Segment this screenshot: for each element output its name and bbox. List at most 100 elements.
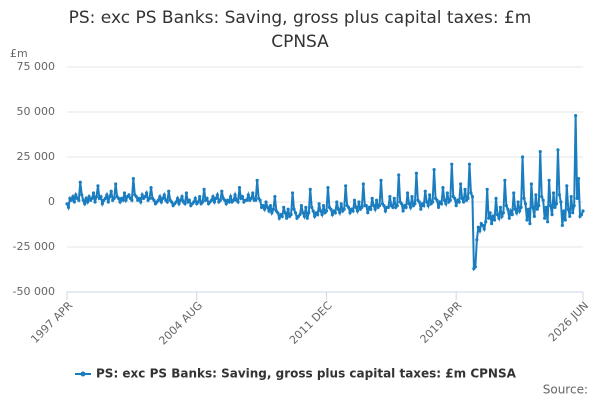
data-point [270, 211, 274, 215]
data-point [441, 186, 445, 190]
data-point [276, 211, 280, 215]
data-point [201, 200, 205, 204]
data-point [338, 211, 342, 215]
data-point [174, 200, 178, 204]
data-point [339, 202, 343, 206]
data-point [69, 198, 74, 202]
data-point [308, 187, 312, 191]
data-point [71, 195, 75, 199]
data-point [386, 205, 390, 209]
data-point [344, 184, 348, 188]
data-point [313, 214, 317, 218]
data-point [475, 238, 479, 242]
data-point [473, 265, 477, 269]
data-point [237, 186, 242, 190]
data-point [501, 211, 505, 215]
data-point [487, 216, 491, 220]
data-point [506, 207, 510, 211]
data-point [91, 191, 96, 195]
data-point [170, 200, 174, 204]
data-point [255, 178, 259, 182]
data-point [114, 182, 118, 186]
data-point [251, 191, 255, 195]
data-point [167, 189, 171, 193]
data-point [264, 200, 268, 204]
data-point [404, 205, 408, 209]
data-point [211, 195, 215, 199]
data-point [413, 202, 417, 206]
data-point [364, 204, 368, 208]
data-point [515, 211, 519, 215]
data-point [134, 195, 138, 199]
data-point [246, 193, 250, 197]
data-point [240, 195, 245, 199]
y-tick-label: 25 000 [17, 150, 56, 163]
data-point [342, 207, 346, 211]
data-point [379, 178, 383, 182]
data-point [469, 191, 473, 195]
data-point [450, 162, 454, 166]
data-point [93, 200, 97, 204]
data-point [184, 191, 189, 195]
data-point [106, 200, 110, 204]
data-point [193, 196, 197, 200]
data-point [383, 209, 388, 213]
data-point [122, 191, 127, 195]
data-point [84, 196, 88, 200]
data-point [572, 204, 576, 208]
data-point [478, 229, 482, 233]
data-point [500, 214, 504, 218]
data-point [372, 204, 376, 208]
data-point [537, 204, 541, 208]
data-point [209, 198, 214, 202]
data-point [373, 207, 377, 211]
data-point [231, 198, 236, 202]
data-point [254, 198, 258, 202]
data-point [326, 186, 330, 190]
data-point [351, 209, 355, 213]
data-point [370, 196, 374, 200]
data-point [298, 213, 302, 217]
data-point [90, 196, 94, 200]
data-point [531, 205, 535, 209]
data-point [285, 216, 289, 220]
data-point [83, 202, 87, 206]
data-point [127, 193, 131, 197]
data-point [109, 189, 113, 193]
data-point [428, 193, 432, 197]
data-point [382, 204, 386, 208]
data-point [145, 191, 149, 195]
data-point [165, 200, 169, 204]
data-point [268, 204, 273, 208]
data-point [346, 205, 351, 209]
data-point [307, 211, 311, 215]
data-point [74, 193, 78, 197]
data-point [273, 195, 277, 199]
data-point [229, 195, 233, 199]
data-point [391, 205, 395, 209]
data-point [333, 211, 337, 215]
data-point [310, 205, 314, 209]
data-point [212, 200, 217, 204]
data-point [565, 184, 569, 188]
data-point [223, 198, 227, 202]
data-point [470, 195, 475, 199]
data-point [103, 196, 107, 200]
series-line [66, 115, 584, 272]
data-point [543, 216, 547, 220]
data-point [423, 189, 427, 193]
data-point [489, 222, 494, 226]
legend-marker [80, 371, 86, 377]
data-point [453, 196, 457, 200]
data-point [481, 223, 485, 227]
data-point [488, 211, 492, 215]
data-point [579, 213, 584, 217]
data-point [283, 211, 287, 215]
data-point [96, 184, 100, 188]
data-point [410, 195, 414, 199]
data-point [526, 207, 531, 211]
data-point [72, 200, 76, 204]
data-point [550, 213, 554, 217]
data-point [498, 205, 503, 209]
data-point [569, 195, 573, 199]
